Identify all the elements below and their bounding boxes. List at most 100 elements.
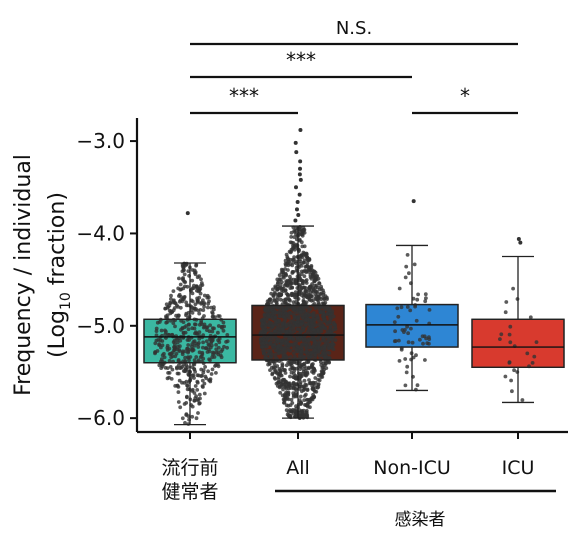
data-point [509,378,513,383]
data-point [331,347,336,352]
data-point [221,320,226,325]
data-point [217,340,222,345]
data-point [311,344,315,349]
data-point [311,386,315,390]
data-point [219,355,224,360]
data-point [268,368,272,372]
outlier-point [297,172,302,177]
data-point [165,320,170,324]
data-point [503,374,508,379]
data-point [209,372,214,376]
data-point [217,314,222,318]
data-point [302,398,307,402]
data-point [424,296,428,300]
data-point [191,373,196,378]
data-point [304,366,309,371]
data-point [194,355,199,359]
data-point [321,325,325,330]
y-tick-label: −6.0 [76,406,125,430]
data-point [305,372,310,376]
data-point [198,355,203,359]
data-point [190,311,195,315]
data-point [197,401,202,406]
data-point [301,371,305,376]
data-point [423,299,428,304]
data-point [299,401,303,405]
data-point [299,240,304,245]
data-point [269,352,274,357]
outlier-point [294,207,299,212]
y-axis-label-line2: (Log10 fraction) [45,192,74,358]
data-point [187,358,191,363]
data-point [286,392,291,397]
data-point [314,283,319,288]
data-point [177,378,182,383]
data-point [313,376,318,380]
data-point [211,350,215,355]
data-point [301,312,305,317]
data-point [154,326,159,331]
data-point [412,262,417,267]
data-point [203,365,208,369]
data-point [264,341,269,345]
data-point [392,339,397,344]
outlier-point [516,236,521,241]
data-point [170,367,175,372]
data-point [299,349,303,354]
data-point [303,322,308,327]
data-point [173,354,178,359]
data-point [195,373,200,378]
data-point [298,306,303,311]
data-point [185,365,190,369]
data-point [405,324,409,329]
data-point [312,328,317,333]
data-point [321,313,326,318]
data-point [298,322,303,327]
data-point [260,322,265,326]
data-point [306,338,310,343]
data-point [307,342,312,347]
data-point [284,363,289,368]
data-point [193,396,198,401]
data-point [187,338,192,342]
data-point [217,336,222,341]
data-points-1 [258,225,338,420]
data-point [180,352,185,357]
data-point [310,325,315,329]
data-point [316,385,321,389]
data-point [165,305,170,310]
data-point [212,326,216,331]
data-point [304,414,309,419]
data-point [283,288,288,292]
data-point [392,320,397,324]
y-tick-label: −5.0 [76,314,125,338]
data-point [263,309,268,313]
group-bracket-label: 感染者 [395,510,446,530]
data-point [319,284,323,289]
data-point [305,264,310,269]
outlier-point [295,200,300,205]
data-point [216,330,220,335]
outlier-point [298,166,303,171]
data-point [184,401,189,405]
data-point [304,300,309,305]
data-point [206,342,211,347]
data-point [268,341,273,346]
data-point [275,326,279,331]
data-point [265,336,269,341]
data-point [510,389,514,394]
data-point [202,391,207,396]
data-point [175,366,179,371]
data-point [196,398,200,403]
data-point [183,280,188,284]
data-point [184,262,189,267]
data-point [267,361,272,366]
data-point [297,361,302,366]
data-point [214,371,218,375]
data-point [512,368,516,373]
data-points-2 [392,253,432,392]
data-point [307,400,312,404]
outlier-point [518,240,523,245]
data-point [327,308,332,313]
data-point [286,342,290,347]
